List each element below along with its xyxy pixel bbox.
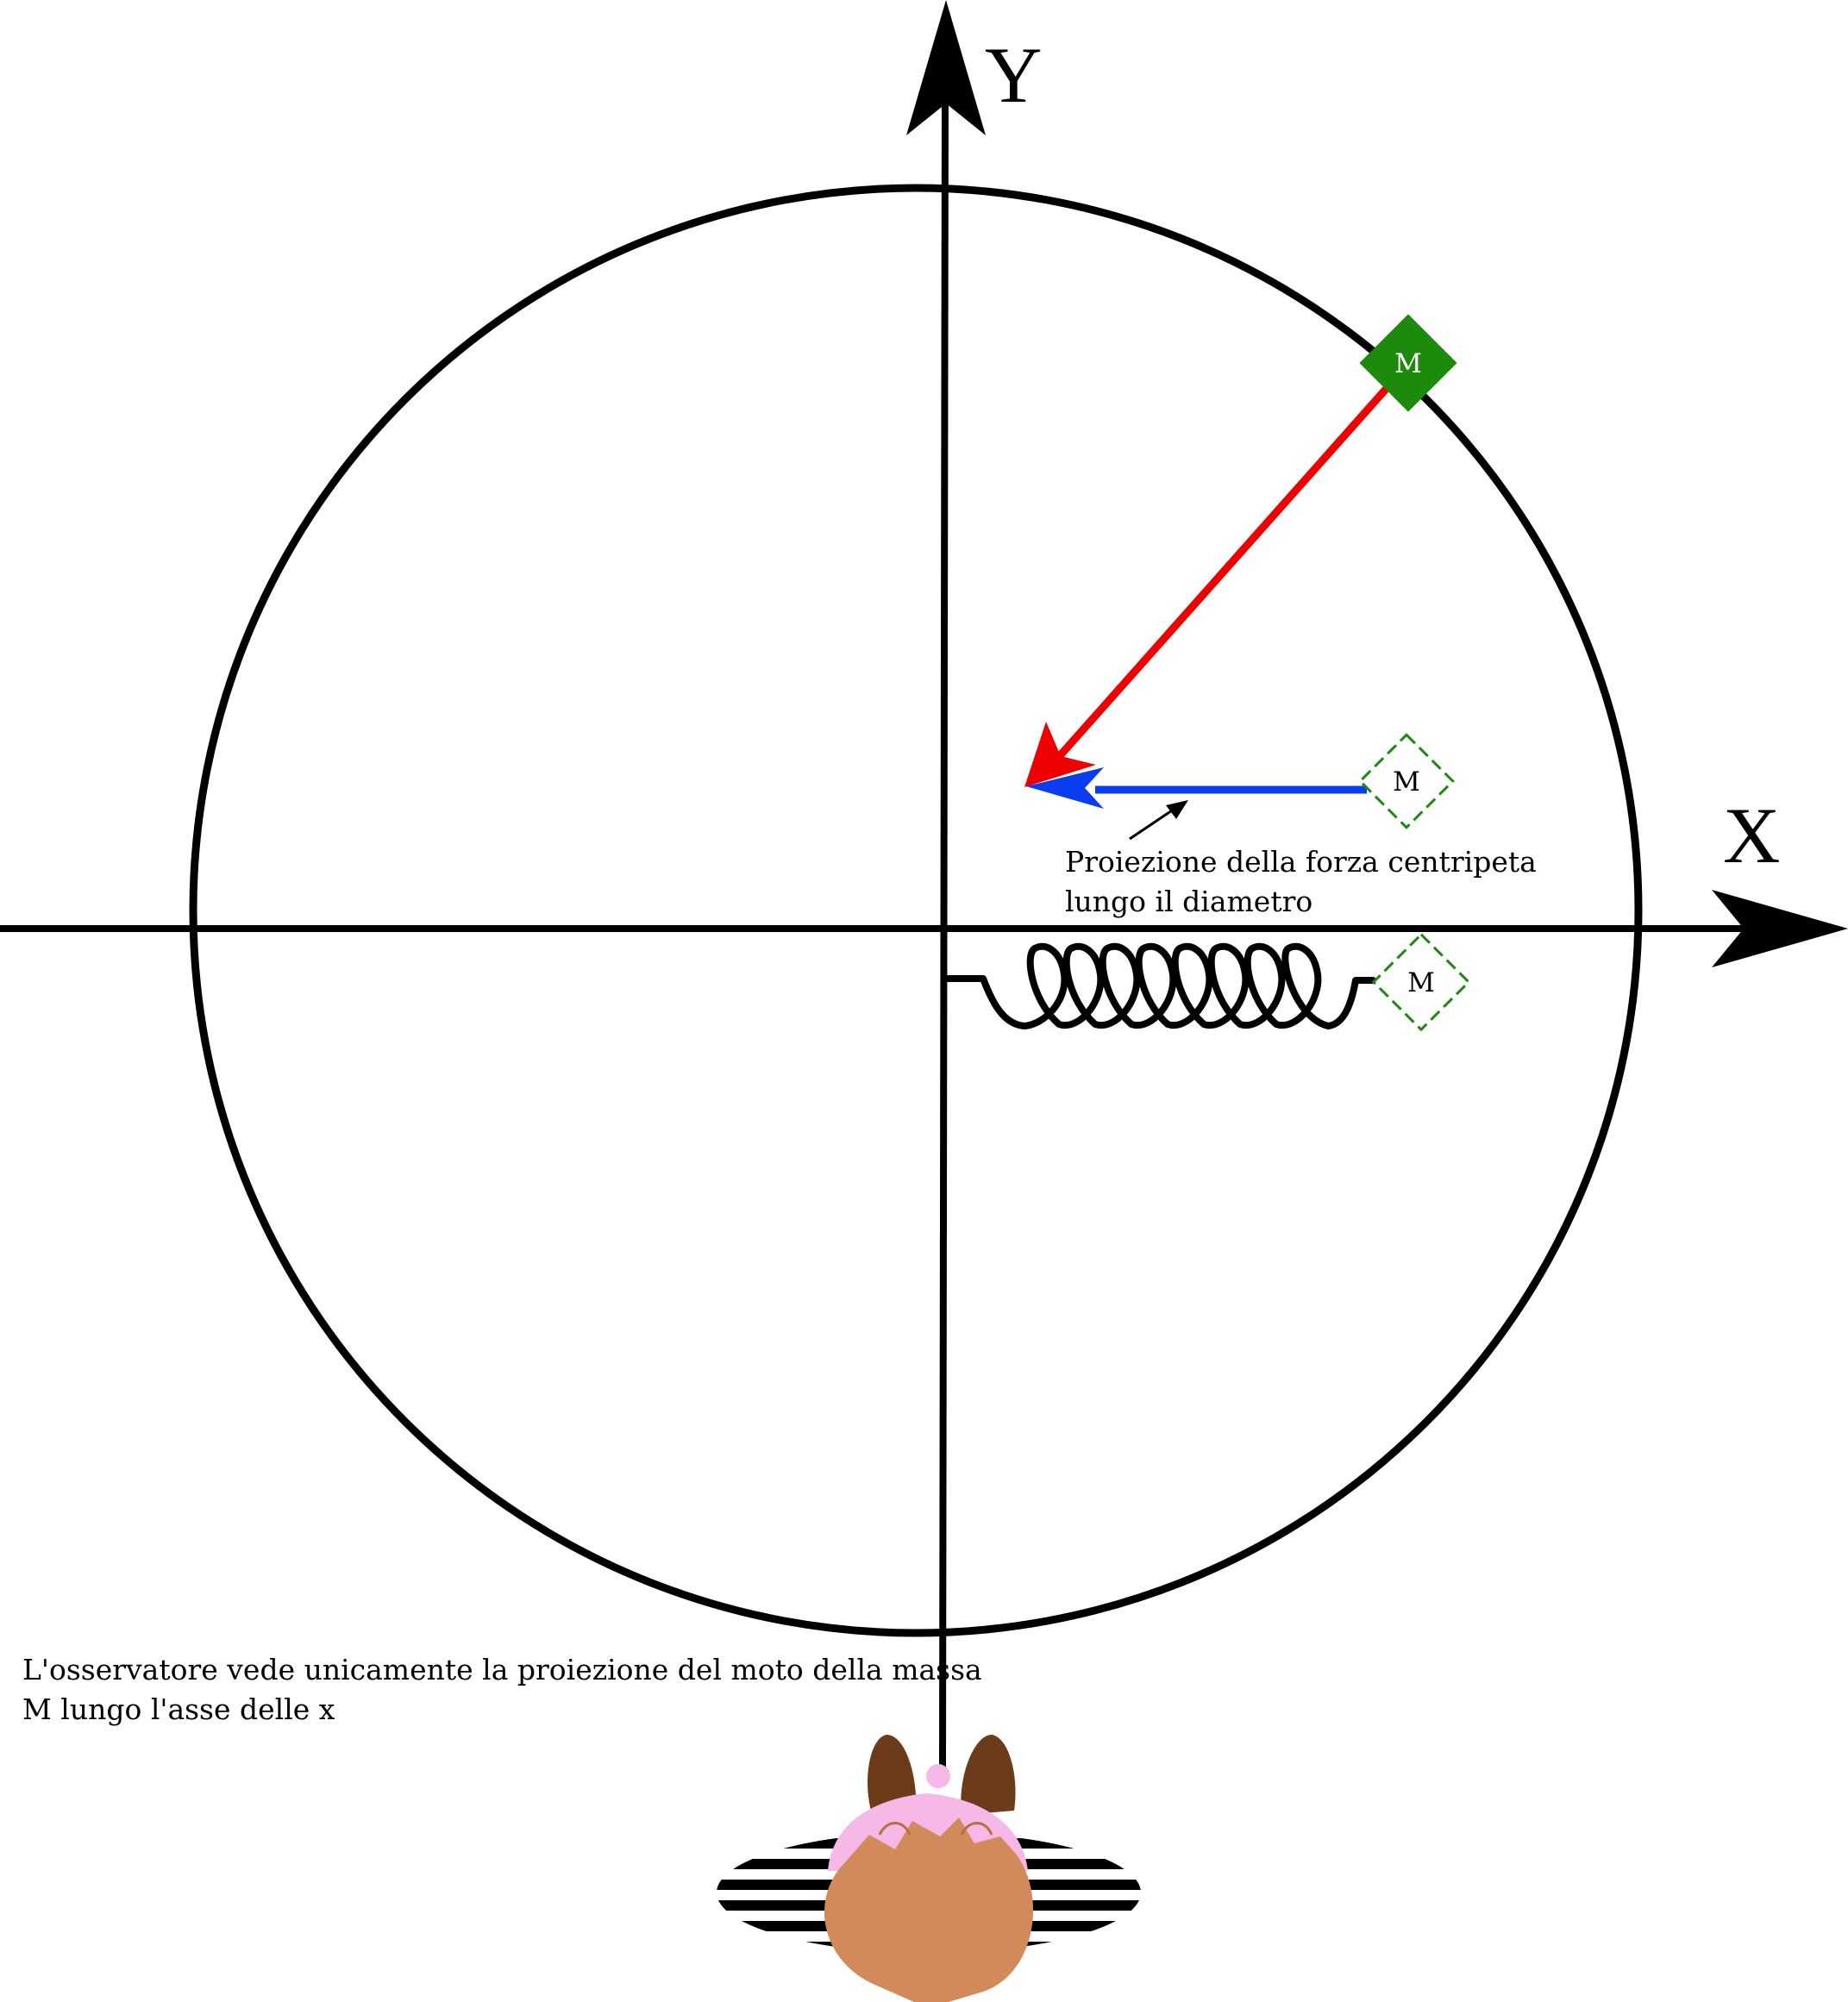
- centripetal-force-arrowhead: [1024, 722, 1096, 787]
- centripetal-force-line: [1054, 384, 1392, 761]
- observer-hat-knob: [926, 1764, 950, 1788]
- observer-right-ear: [961, 1735, 1016, 1815]
- observer-left-ear: [868, 1735, 917, 1815]
- spring: [943, 942, 1376, 1029]
- x-axis-label: X: [1723, 791, 1780, 879]
- mass-on-circle-label: M: [1394, 348, 1422, 379]
- projection-note-line1: Proiezione della forza centripeta: [1065, 845, 1537, 879]
- annotation-pointer-head: [1166, 800, 1188, 819]
- observer-head: [824, 1817, 1034, 2002]
- observer-right-eye: [960, 1822, 993, 1836]
- observer-note-line1: L'osservatore vede unicamente la proiezi…: [22, 1653, 982, 1686]
- y-axis-line: [939, 94, 949, 1773]
- projection-note-line2: lungo il diametro: [1065, 885, 1312, 918]
- projection-force-arrowhead: [1026, 767, 1104, 809]
- observer-figure: [717, 1735, 1141, 2002]
- y-axis-label: Y: [985, 31, 1042, 119]
- observer-left-eye: [878, 1822, 911, 1836]
- spring-mass: [1371, 932, 1471, 1032]
- x-axis-arrowhead: [1712, 890, 1848, 967]
- y-axis-arrowhead: [906, 0, 986, 135]
- orbit-circle: [189, 184, 1643, 1637]
- observer-note-line2: M lungo l'asse delle x: [22, 1692, 335, 1726]
- spring-mass-label: M: [1407, 967, 1435, 998]
- projected-mass-label: M: [1393, 766, 1420, 798]
